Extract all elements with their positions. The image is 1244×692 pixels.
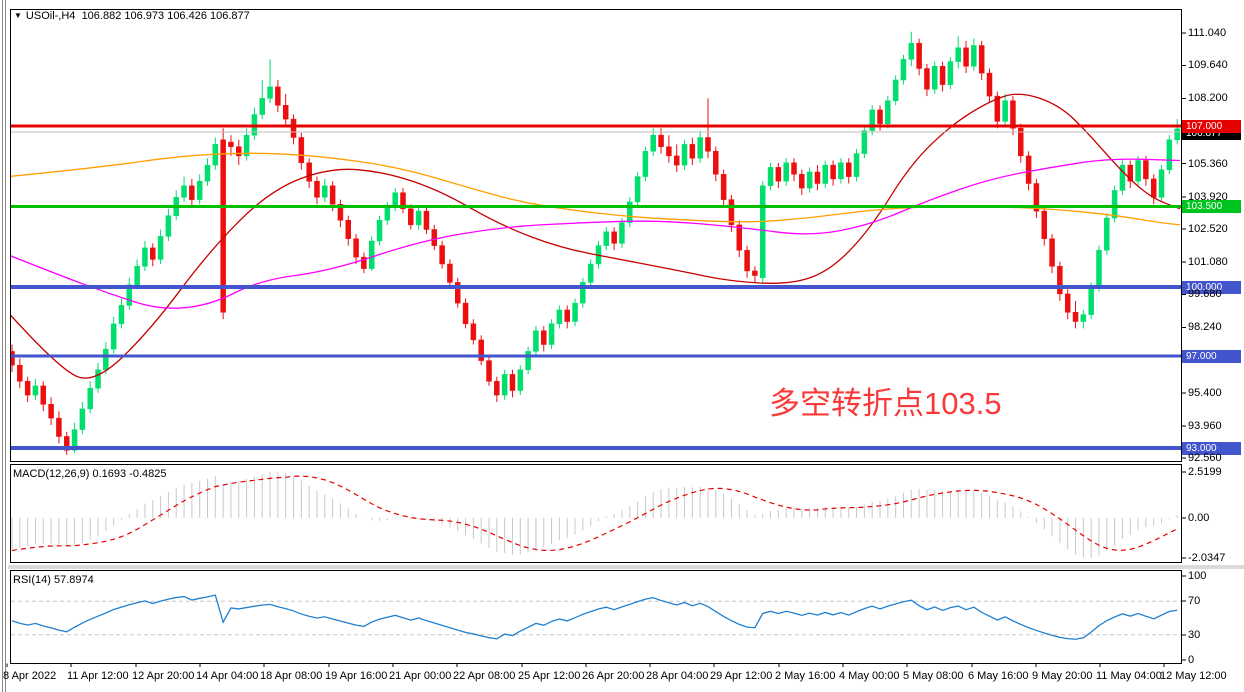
support-badge: 97.000: [1182, 349, 1241, 363]
pivot-badge: 103.500: [1182, 200, 1241, 213]
price-axis-label: 95.400: [1188, 386, 1222, 399]
price-axis-label: 105.360: [1188, 157, 1228, 170]
rsi-axis-label: 70: [1188, 595, 1201, 608]
candles-layer: [11, 31, 1180, 455]
price-axis-label: 109.640: [1188, 59, 1228, 72]
chart-title: ▼ USOil-,H4 106.882 106.973 106.426 106.8…: [14, 10, 250, 22]
macd-axis-label: -2.0347: [1188, 551, 1226, 564]
rsi-axis-label: 30: [1188, 628, 1201, 641]
rsi-line: [11, 594, 1178, 640]
annotation-text[interactable]: 多空转折点103.5: [769, 386, 1002, 421]
ohlc-values: 106.882 106.973 106.426 106.877: [81, 10, 250, 22]
rsi-axis-label: 100: [1188, 570, 1207, 582]
macd-label: MACD(12,26,9) 0.1693 -0.4825: [13, 468, 167, 480]
resistance-badge: 107.000: [1182, 119, 1241, 133]
price-axis-label: 108.200: [1188, 92, 1228, 105]
price-axis-label: 93.960: [1188, 419, 1222, 432]
time-axis-label: 12 Apr 20:00: [132, 670, 195, 682]
ma-magenta: [11, 158, 1181, 309]
time-axis-label: 11 May 04:00: [1096, 670, 1162, 682]
symbol-dropdown-icon[interactable]: ▼: [14, 11, 22, 20]
time-axis-label: 21 Apr 00:00: [389, 670, 452, 682]
time-axis-label: 25 Apr 12:00: [518, 670, 581, 682]
time-axis-label: 6 May 16:00: [968, 670, 1029, 682]
time-axis-label: 26 Apr 20:00: [582, 670, 645, 682]
time-axis-label: 19 Apr 16:00: [325, 670, 388, 682]
time-axis-label: 11 Apr 12:00: [67, 670, 129, 682]
time-axis-label: 2 May 16:00: [775, 670, 836, 682]
time-axis-label: 8 Apr 2022: [3, 670, 57, 682]
price-axis-label: 98.240: [1188, 321, 1222, 334]
price-axis-label: 92.560: [1188, 452, 1222, 465]
price-axis-label: 101.080: [1188, 256, 1228, 269]
price-axis-label: 99.680: [1188, 288, 1222, 301]
time-axis-label: 12 May 12:00: [1160, 670, 1227, 682]
time-axis-label: 29 Apr 12:00: [710, 670, 773, 682]
rsi-label: RSI(14) 57.8974: [13, 574, 94, 586]
time-axis-label: 9 May 20:00: [1032, 670, 1093, 682]
rsi-axis-label: 0: [1188, 654, 1195, 666]
time-axis-label: 28 Apr 04:00: [646, 670, 709, 682]
macd-signal-line: [11, 475, 1178, 552]
support-badge: 93.000: [1182, 441, 1241, 455]
time-axis-label: 5 May 08:00: [903, 670, 964, 682]
support-badge: 100.000: [1182, 280, 1241, 294]
macd-axis-label: 2.5199: [1188, 466, 1222, 478]
time-axis-label: 22 Apr 08:00: [453, 670, 516, 682]
time-axis-label: 18 Apr 08:00: [260, 670, 323, 682]
macd-axis-label: 0.00: [1188, 512, 1210, 524]
symbol-period-label: USOil-,H4: [25, 10, 76, 22]
price-axis-label: 111.040: [1188, 27, 1227, 40]
ma-red: [11, 93, 1181, 379]
time-axis-label: 4 May 00:00: [839, 670, 900, 682]
time-axis-label: 14 Apr 04:00: [196, 670, 259, 682]
window-left-border: [0, 0, 8, 692]
price-axis-label: 102.520: [1188, 223, 1228, 236]
price-axis-label: 103.920: [1188, 190, 1228, 203]
macd-layer: [11, 472, 1178, 558]
rsi-layer: [11, 594, 1181, 640]
